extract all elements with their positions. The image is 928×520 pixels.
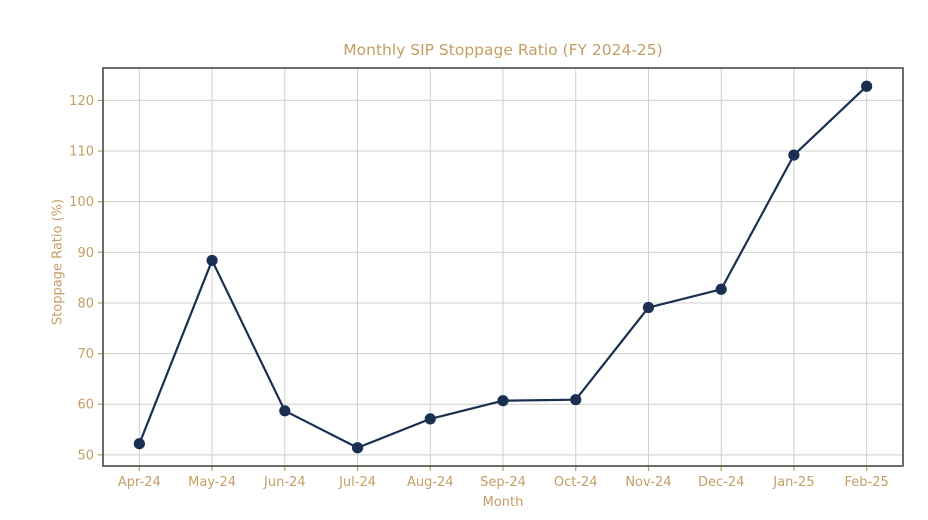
y-tick-label: 100 (69, 195, 94, 210)
x-tick-label: Nov-24 (625, 475, 671, 490)
x-tick-label: Aug-24 (407, 475, 454, 490)
data-point (715, 283, 727, 295)
data-point (497, 395, 509, 407)
y-tick-label: 110 (69, 145, 94, 160)
data-point (351, 442, 364, 454)
axes-spines (102, 67, 904, 467)
y-axis-label: Stoppage Ratio (%) (50, 198, 66, 326)
y-tick-label: 80 (77, 296, 94, 311)
x-tick-label: Apr-24 (118, 475, 161, 490)
data-point (206, 254, 218, 267)
x-tick-label: Jul-24 (338, 475, 376, 490)
data-point (133, 438, 145, 450)
x-tick-label: Sep-24 (480, 475, 526, 490)
data-point (279, 405, 291, 417)
y-tick-label: 90 (77, 246, 94, 261)
x-tick-label: Jan-25 (772, 475, 814, 490)
x-tick-label: Jun-24 (263, 475, 306, 490)
x-axis-label: Month (482, 495, 524, 510)
x-tick-label: May-24 (188, 475, 236, 490)
x-tick-label: Oct-24 (554, 475, 598, 490)
y-tick-label: 70 (77, 347, 94, 362)
data-point (570, 394, 582, 406)
x-tick-label: Feb-25 (845, 475, 889, 490)
y-tick-label: 60 (77, 398, 94, 413)
y-tick-label: 120 (69, 94, 94, 109)
chart-title: Monthly SIP Stoppage Ratio (FY 2024-25) (343, 41, 663, 59)
y-tick-label: 50 (77, 448, 94, 463)
data-point (424, 413, 436, 425)
data-point (861, 80, 873, 92)
data-point (788, 149, 800, 161)
x-tick-label: Dec-24 (698, 475, 744, 490)
data-point (642, 301, 655, 314)
